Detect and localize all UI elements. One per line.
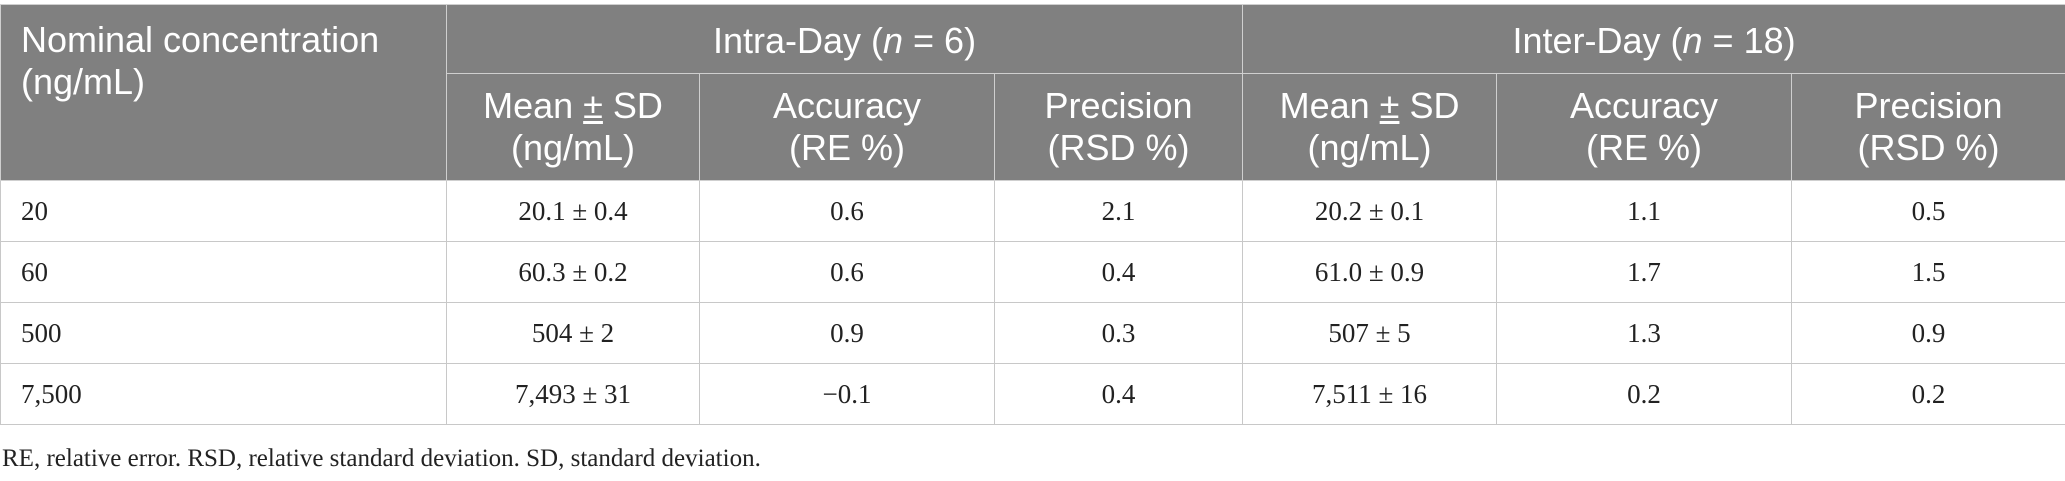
subheader-unit: (RSD %)	[1047, 127, 1190, 168]
cell-inter-accuracy: 1.1	[1496, 180, 1793, 242]
subheader-unit: (RE %)	[1586, 127, 1703, 168]
cell-inter-mean-sd: 20.2 ± 0.1	[1242, 180, 1498, 242]
intra-prefix: Intra-Day (	[712, 20, 883, 61]
subheader-text: Accuracy	[772, 85, 922, 126]
header-inter-mean-sd: Mean ± SD (ng/mL)	[1242, 73, 1498, 181]
cell-intra-accuracy: 0.9	[699, 302, 995, 364]
header-inter-precision: Precision (RSD %)	[1791, 73, 2065, 181]
subheader-text: Mean	[483, 85, 584, 126]
inter-suffix: = 18)	[1702, 20, 1796, 61]
cell-inter-mean-sd: 507 ± 5	[1242, 302, 1498, 364]
cell-intra-precision: 0.4	[993, 241, 1244, 303]
inter-n: n	[1682, 20, 1703, 61]
cell-inter-precision: 0.2	[1791, 363, 2065, 425]
cell-inter-mean-sd: 61.0 ± 0.9	[1242, 241, 1498, 303]
cell-intra-mean-sd: 20.1 ± 0.4	[446, 180, 700, 242]
inter-prefix: Inter-Day (	[1512, 20, 1683, 61]
subheader-unit: (ng/mL)	[1307, 127, 1432, 168]
subheader-text: Accuracy	[1570, 85, 1719, 126]
table-row: 7,500 7,493 ± 31 −0.1 0.4 7,511 ± 16 0.2…	[0, 363, 2065, 425]
cell-inter-accuracy: 1.3	[1496, 302, 1793, 364]
subheader-text: SD	[602, 85, 663, 126]
cell-intra-mean-sd: 60.3 ± 0.2	[446, 241, 700, 303]
header-nominal-concentration: Nominal concentration (ng/mL)	[0, 4, 447, 181]
plus-minus-symbol: ±	[583, 85, 603, 126]
table-footnote: RE, relative error. RSD, relative standa…	[2, 445, 761, 472]
subheader-text: Mean	[1279, 85, 1380, 126]
cell-nominal: 20	[0, 180, 447, 242]
header-nominal-line1: Nominal concentration	[21, 19, 380, 60]
header-intra-precision: Precision (RSD %)	[993, 73, 1244, 181]
results-table: Nominal concentration (ng/mL) Intra-Day (…	[0, 4, 2065, 425]
cell-intra-precision: 0.3	[993, 302, 1244, 364]
subheader-unit: (RE %)	[789, 127, 905, 168]
cell-inter-mean-sd: 7,511 ± 16	[1242, 363, 1498, 425]
header-inter-day: Inter-Day (n = 18)	[1242, 4, 2065, 74]
subheader-text: Precision	[1854, 85, 2003, 126]
cell-intra-accuracy: 0.6	[699, 241, 995, 303]
header-inter-accuracy: Accuracy (RE %)	[1496, 73, 1793, 181]
table-row: 60 60.3 ± 0.2 0.6 0.4 61.0 ± 0.9 1.7 1.5	[0, 241, 2065, 303]
table-row: 20 20.1 ± 0.4 0.6 2.1 20.2 ± 0.1 1.1 0.5	[0, 180, 2065, 242]
table-body: 20 20.1 ± 0.4 0.6 2.1 20.2 ± 0.1 1.1 0.5…	[0, 180, 2065, 425]
subheader-unit: (ng/mL)	[510, 127, 636, 168]
intra-suffix: = 6)	[903, 20, 977, 61]
header-intra-accuracy: Accuracy (RE %)	[699, 73, 995, 181]
subheader-text: Precision	[1044, 85, 1193, 126]
cell-inter-precision: 0.5	[1791, 180, 2065, 242]
cell-inter-accuracy: 0.2	[1496, 363, 1793, 425]
intra-n: n	[883, 20, 904, 61]
cell-nominal: 60	[0, 241, 447, 303]
table-header: Nominal concentration (ng/mL) Intra-Day (…	[0, 4, 2065, 181]
cell-intra-precision: 2.1	[993, 180, 1244, 242]
plus-minus-symbol: ±	[1379, 85, 1400, 126]
cell-inter-precision: 1.5	[1791, 241, 2065, 303]
subheader-unit: (RSD %)	[1857, 127, 2000, 168]
cell-intra-accuracy: 0.6	[699, 180, 995, 242]
subheader-text: SD	[1399, 85, 1460, 126]
table-container: Nominal concentration (ng/mL) Intra-Day (…	[0, 4, 2065, 425]
cell-intra-precision: 0.4	[993, 363, 1244, 425]
header-row-subcolumns: Mean ± SD (ng/mL) Accuracy (RE %) Precisio…	[1, 73, 2065, 181]
cell-nominal: 500	[0, 302, 447, 364]
cell-intra-mean-sd: 504 ± 2	[446, 302, 700, 364]
header-intra-mean-sd: Mean ± SD (ng/mL)	[446, 73, 700, 181]
header-row-groups: Nominal concentration (ng/mL) Intra-Day (…	[0, 4, 2065, 181]
cell-nominal: 7,500	[0, 363, 447, 425]
table-row: 500 504 ± 2 0.9 0.3 507 ± 5 1.3 0.9	[0, 302, 2065, 364]
cell-inter-accuracy: 1.7	[1496, 241, 1793, 303]
header-nominal-line2: (ng/mL)	[21, 61, 146, 102]
cell-inter-precision: 0.9	[1791, 302, 2065, 364]
cell-intra-mean-sd: 7,493 ± 31	[446, 363, 700, 425]
cell-intra-accuracy: −0.1	[699, 363, 995, 425]
header-intra-day: Intra-Day (n = 6)	[445, 4, 1244, 74]
